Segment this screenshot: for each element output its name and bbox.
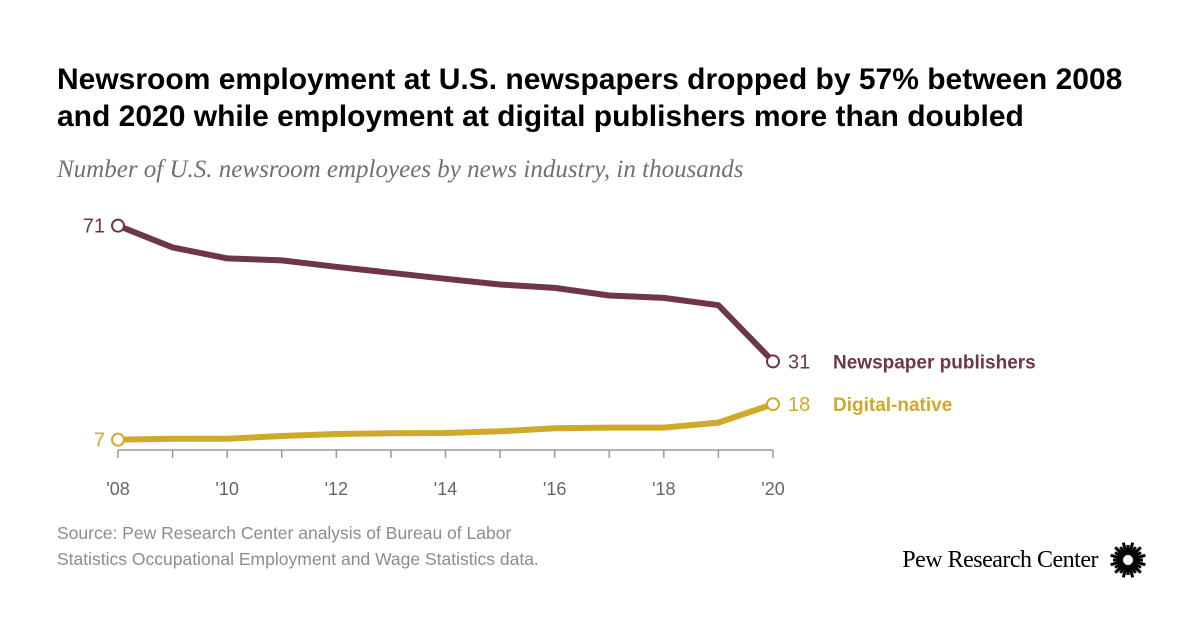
sunburst-ray	[1129, 563, 1137, 574]
start-marker-digital	[111, 432, 125, 447]
source-line-1: Source: Pew Research Center analysis of …	[57, 523, 512, 543]
end-value-digital: 18	[788, 394, 810, 416]
sunburst-ray	[1132, 553, 1146, 561]
sunburst-ray	[1131, 551, 1142, 559]
sunburst-ray	[1130, 562, 1142, 574]
sunburst-ray	[1127, 564, 1135, 578]
sunburst-ray	[1110, 553, 1124, 561]
chart-subtitle: Number of U.S. newsroom employees by new…	[57, 156, 744, 183]
sunburst-ray	[1119, 546, 1127, 557]
chart-title: Newsroom employment at U.S. newspapers d…	[57, 63, 1123, 133]
sunburst-ray	[1130, 546, 1142, 558]
source-line-2: Statistics Occupational Employment and W…	[57, 549, 539, 569]
series-layer	[111, 218, 780, 447]
sunburst-ray	[1127, 542, 1135, 556]
x-tick-label: '08	[106, 479, 129, 499]
sunburst-ray	[1110, 559, 1124, 567]
sunburst-ray	[1121, 564, 1129, 578]
label-layer: 71 31 Newspaper publishers 7 18 Digital-nativ…	[83, 216, 1036, 452]
source-note: Source: Pew Research Center analysis of …	[57, 520, 539, 572]
logo-text: Pew Research Center	[902, 546, 1098, 573]
sunburst-ray	[1121, 542, 1129, 556]
sunburst-ray	[1129, 546, 1137, 557]
sunburst-ray	[1114, 546, 1126, 558]
sunburst-ray	[1114, 561, 1125, 569]
x-tick-label: '20	[761, 479, 784, 499]
x-tick-label: '12	[325, 479, 348, 499]
x-tick-label: '18	[652, 479, 675, 499]
x-tick-label: '14	[434, 479, 457, 499]
series-line-newspaper	[115, 222, 776, 365]
series-name-newspaper: Newspaper publishers	[833, 352, 1036, 373]
sunburst-ray	[1114, 562, 1126, 574]
x-axis: '08 '10 '12 '14 '16 '18 '20	[106, 449, 785, 499]
pew-sunburst-icon	[1110, 542, 1146, 578]
sunburst-ray	[1132, 559, 1146, 567]
start-marker-newspaper	[111, 218, 125, 233]
start-value-digital: 7	[94, 430, 105, 452]
sunburst-ray	[1114, 551, 1125, 559]
start-value-newspaper: 71	[83, 216, 105, 238]
end-marker-newspaper	[766, 354, 780, 369]
end-marker-digital	[766, 397, 780, 412]
x-tick-label: '16	[543, 479, 566, 499]
sunburst-ray	[1119, 563, 1127, 574]
series-name-digital: Digital-native	[833, 395, 952, 416]
x-tick-label: '10	[215, 479, 238, 499]
sunburst-ray	[1131, 561, 1142, 569]
end-value-newspaper: 31	[788, 351, 810, 373]
pew-logo: Pew Research Center	[902, 540, 1148, 580]
series-line-digital	[115, 401, 776, 443]
